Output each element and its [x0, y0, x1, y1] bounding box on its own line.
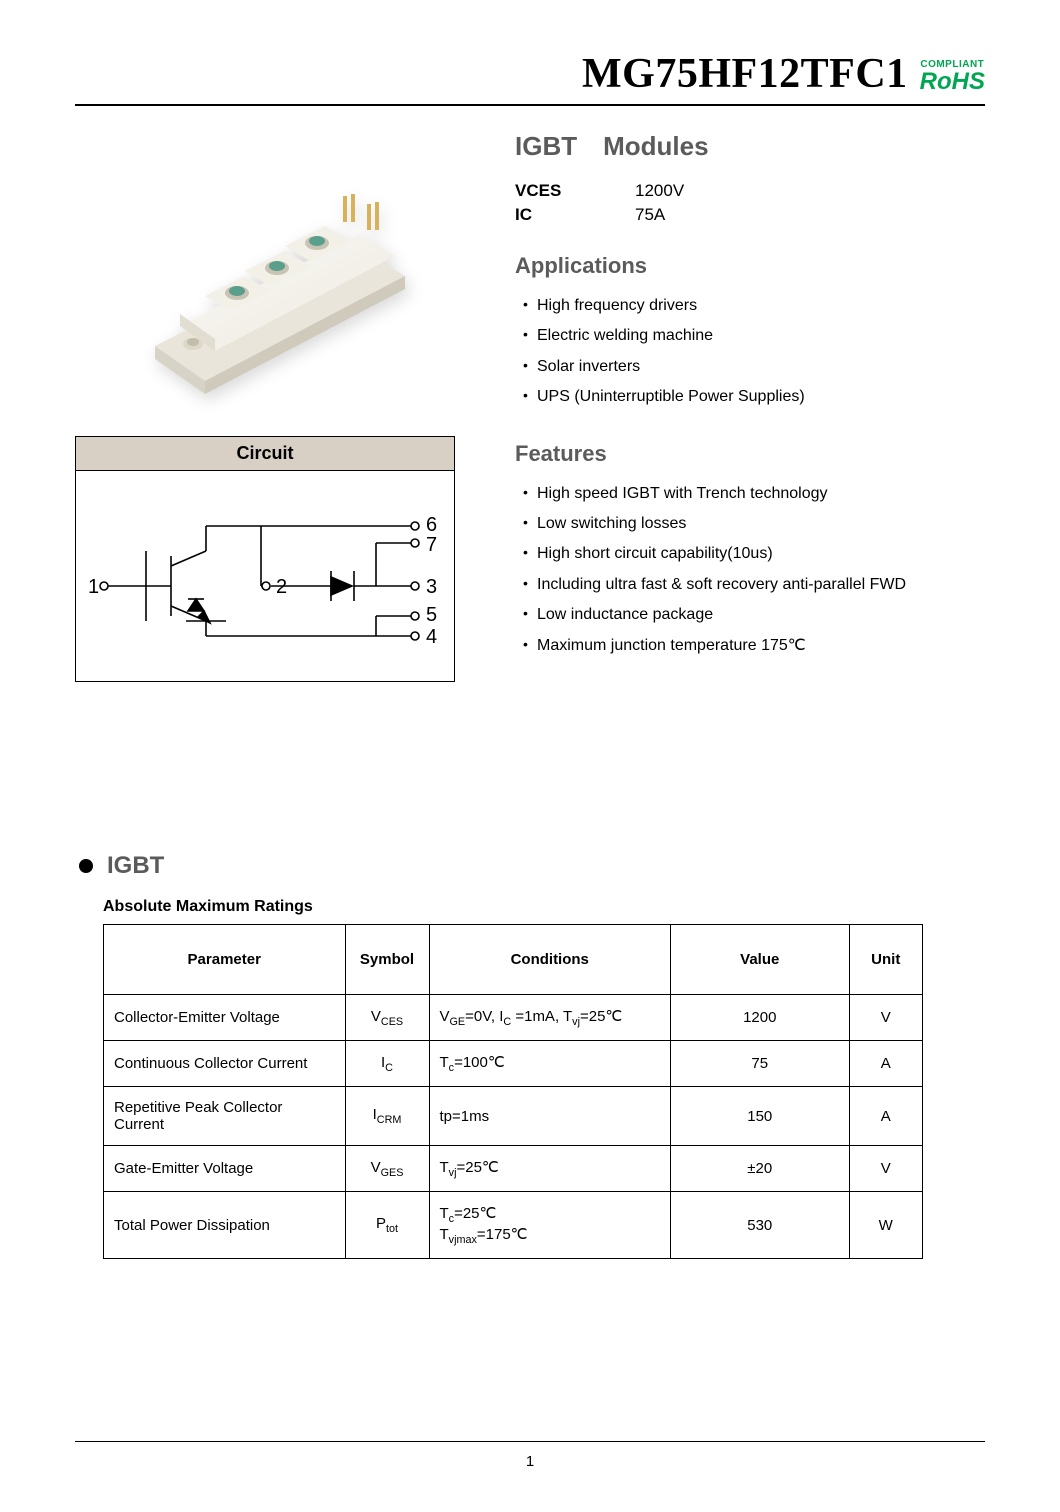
module-title: IGBT Modules — [515, 126, 985, 163]
bullet-icon — [79, 859, 93, 873]
features-heading: Features — [515, 441, 985, 467]
col-value: Value — [671, 925, 850, 995]
col-symbol: Symbol — [345, 925, 429, 995]
cell-value: ±20 — [671, 1146, 850, 1192]
list-item: Maximum junction temperature 175℃ — [523, 631, 985, 661]
cell-symbol: VGES — [345, 1146, 429, 1192]
list-item: Solar inverters — [523, 352, 985, 382]
page-number: 1 — [0, 1453, 1060, 1470]
svg-text:2: 2 — [276, 576, 287, 598]
spec-row: VCES 1200V — [515, 181, 985, 201]
ratings-table-title: Absolute Maximum Ratings — [103, 898, 985, 916]
cell-symbol: ICRM — [345, 1087, 429, 1146]
table-row: Gate-Emitter VoltageVGESTvj=25℃±20V — [104, 1146, 923, 1192]
igbt-section-heading-row: IGBT — [79, 852, 985, 880]
cell-value: 75 — [671, 1041, 850, 1087]
svg-text:7: 7 — [426, 534, 437, 556]
list-item: Including ultra fast & soft recovery ant… — [523, 570, 985, 600]
igbt-heading: IGBT — [107, 852, 164, 880]
col-parameter: Parameter — [104, 925, 346, 995]
cell-unit: V — [849, 995, 923, 1041]
spec-value: 75A — [635, 205, 665, 225]
cell-conditions: tp=1ms — [429, 1087, 671, 1146]
list-item: High frequency drivers — [523, 291, 985, 321]
applications-heading: Applications — [515, 253, 985, 279]
cell-parameter: Total Power Dissipation — [104, 1192, 346, 1259]
cell-parameter: Continuous Collector Current — [104, 1041, 346, 1087]
cell-symbol: IC — [345, 1041, 429, 1087]
cell-value: 150 — [671, 1087, 850, 1146]
col-conditions: Conditions — [429, 925, 671, 995]
cell-symbol: Ptot — [345, 1192, 429, 1259]
list-item: Electric welding machine — [523, 321, 985, 351]
svg-text:3: 3 — [426, 576, 437, 598]
circuit-body: 1 2 3 6 7 5 4 — [76, 471, 454, 681]
cell-value: 1200 — [671, 995, 850, 1041]
list-item: UPS (Uninterruptible Power Supplies) — [523, 382, 985, 412]
key-specs: VCES 1200V IC 75A — [515, 181, 985, 225]
applications-list: High frequency driversElectric welding m… — [515, 291, 985, 413]
svg-text:6: 6 — [426, 514, 437, 536]
col-unit: Unit — [849, 925, 923, 995]
right-column: IGBT Modules VCES 1200V IC 75A Applications… — [515, 126, 985, 682]
spec-label: VCES — [515, 181, 575, 201]
cell-unit: V — [849, 1146, 923, 1192]
content-columns: Circuit — [75, 126, 985, 682]
cell-parameter: Collector-Emitter Voltage — [104, 995, 346, 1041]
cell-conditions: Tc=25℃Tvjmax=175℃ — [429, 1192, 671, 1259]
circuit-heading: Circuit — [76, 437, 454, 471]
cell-parameter: Repetitive Peak Collector Current — [104, 1087, 346, 1146]
list-item: High speed IGBT with Trench technology — [523, 479, 985, 509]
cell-unit: W — [849, 1192, 923, 1259]
cell-value: 530 — [671, 1192, 850, 1259]
circuit-diagram: Circuit — [75, 436, 455, 682]
table-row: Repetitive Peak Collector CurrentICRMtp=… — [104, 1087, 923, 1146]
cell-unit: A — [849, 1087, 923, 1146]
cell-unit: A — [849, 1041, 923, 1087]
svg-text:1: 1 — [88, 576, 99, 598]
footer-rule — [75, 1441, 985, 1442]
spec-value: 1200V — [635, 181, 684, 201]
cell-conditions: Tc=100℃ — [429, 1041, 671, 1087]
features-list: High speed IGBT with Trench technologyLo… — [515, 479, 985, 661]
spec-row: IC 75A — [515, 205, 985, 225]
product-photo — [95, 126, 455, 406]
list-item: High short circuit capability(10us) — [523, 539, 985, 569]
part-number: MG75HF12TFC1 — [582, 50, 908, 98]
page-header: MG75HF12TFC1 COMPLIANT RoHS — [75, 50, 985, 106]
table-row: Continuous Collector CurrentICTc=100℃75A — [104, 1041, 923, 1087]
table-row: Total Power DissipationPtotTc=25℃Tvjmax=… — [104, 1192, 923, 1259]
table-header-row: Parameter Symbol Conditions Value Unit — [104, 925, 923, 995]
cell-conditions: Tvj=25℃ — [429, 1146, 671, 1192]
left-column: Circuit — [75, 126, 475, 682]
rohs-logo-text: RoHS — [920, 70, 985, 94]
list-item: Low inductance package — [523, 600, 985, 630]
cell-parameter: Gate-Emitter Voltage — [104, 1146, 346, 1192]
list-item: Low switching losses — [523, 509, 985, 539]
cell-conditions: VGE=0V, IC =1mA, Tvj=25℃ — [429, 995, 671, 1041]
rohs-badge: COMPLIANT RoHS — [920, 60, 985, 98]
svg-text:4: 4 — [426, 626, 437, 648]
svg-text:5: 5 — [426, 604, 437, 626]
ratings-table: Parameter Symbol Conditions Value Unit C… — [103, 924, 923, 1259]
table-row: Collector-Emitter VoltageVCESVGE=0V, IC … — [104, 995, 923, 1041]
cell-symbol: VCES — [345, 995, 429, 1041]
spec-label: IC — [515, 205, 575, 225]
